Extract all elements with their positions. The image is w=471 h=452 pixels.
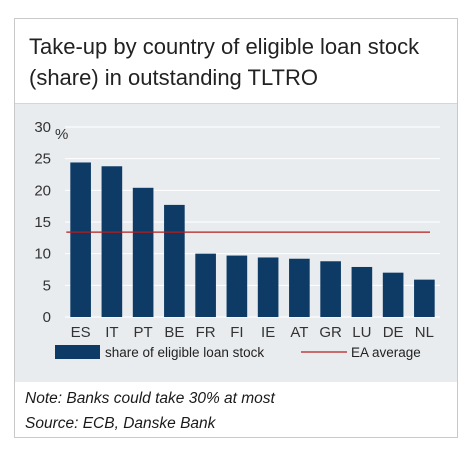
y-tick-label-25: 25	[34, 151, 51, 168]
x-tick-label-IT: IT	[105, 324, 118, 341]
bar-DE	[382, 272, 404, 317]
x-tick-label-AT: AT	[290, 324, 308, 341]
bar-IE	[257, 257, 279, 317]
legend-label-ea-average: EA average	[351, 345, 421, 360]
bar-AT	[289, 258, 310, 317]
bar-LU	[351, 266, 373, 317]
bar-chart: 0 5 10 15 20 25 30 % ES IT PT BE FR FI IE AT GR LU DE NL sha…	[34, 119, 440, 360]
bar-FI	[226, 255, 248, 317]
title-box: Take-up by country of eligible loan stoc…	[15, 19, 457, 104]
x-tick-label-GR: GR	[319, 324, 342, 341]
bar-PT	[132, 187, 154, 317]
y-tick-label-30: 30	[34, 119, 51, 136]
y-unit-label: %	[55, 126, 68, 143]
bar-FR	[195, 253, 216, 317]
y-tick-label-5: 5	[43, 277, 51, 294]
x-tick-label-PT: PT	[134, 324, 153, 341]
x-tick-label-LU: LU	[352, 324, 371, 341]
x-tick-label-ES: ES	[71, 324, 91, 341]
x-tick-label-IE: IE	[261, 324, 275, 341]
y-tick-label-20: 20	[34, 182, 51, 199]
bar-IT	[101, 166, 123, 317]
plot-panel: 0 5 10 15 20 25 30% ES IT PT BE FR FI IE AT GR LU DE NL sha…	[15, 104, 457, 382]
chart-title: Take-up by country of eligible loan stoc…	[29, 34, 420, 90]
x-tick-label-BE: BE	[164, 324, 184, 341]
x-tick-label-DE: DE	[383, 324, 404, 341]
x-tick-label-FI: FI	[230, 324, 243, 341]
legend-label-share: share of eligible loan stock	[105, 345, 264, 360]
x-tick-label-FR: FR	[196, 324, 216, 341]
bar-BE	[164, 204, 185, 317]
bar-NL	[414, 279, 435, 317]
footnote-box: Note: Banks could take 30% at most Sourc…	[15, 382, 457, 437]
y-tick-label-10: 10	[34, 246, 51, 263]
legend-swatch-share	[55, 345, 100, 359]
bar-GR	[320, 261, 341, 317]
bar-ES	[70, 162, 91, 317]
y-tick-label-0: 0	[43, 309, 51, 326]
note-text: Note: Banks could take 30% at most	[25, 390, 275, 407]
y-tick-label-15: 15	[34, 214, 51, 231]
source-text: Source: ECB, Danske Bank	[25, 415, 216, 432]
chart-frame: Take-up by country of eligible loan stoc…	[14, 18, 458, 438]
x-tick-label-NL: NL	[415, 324, 434, 341]
